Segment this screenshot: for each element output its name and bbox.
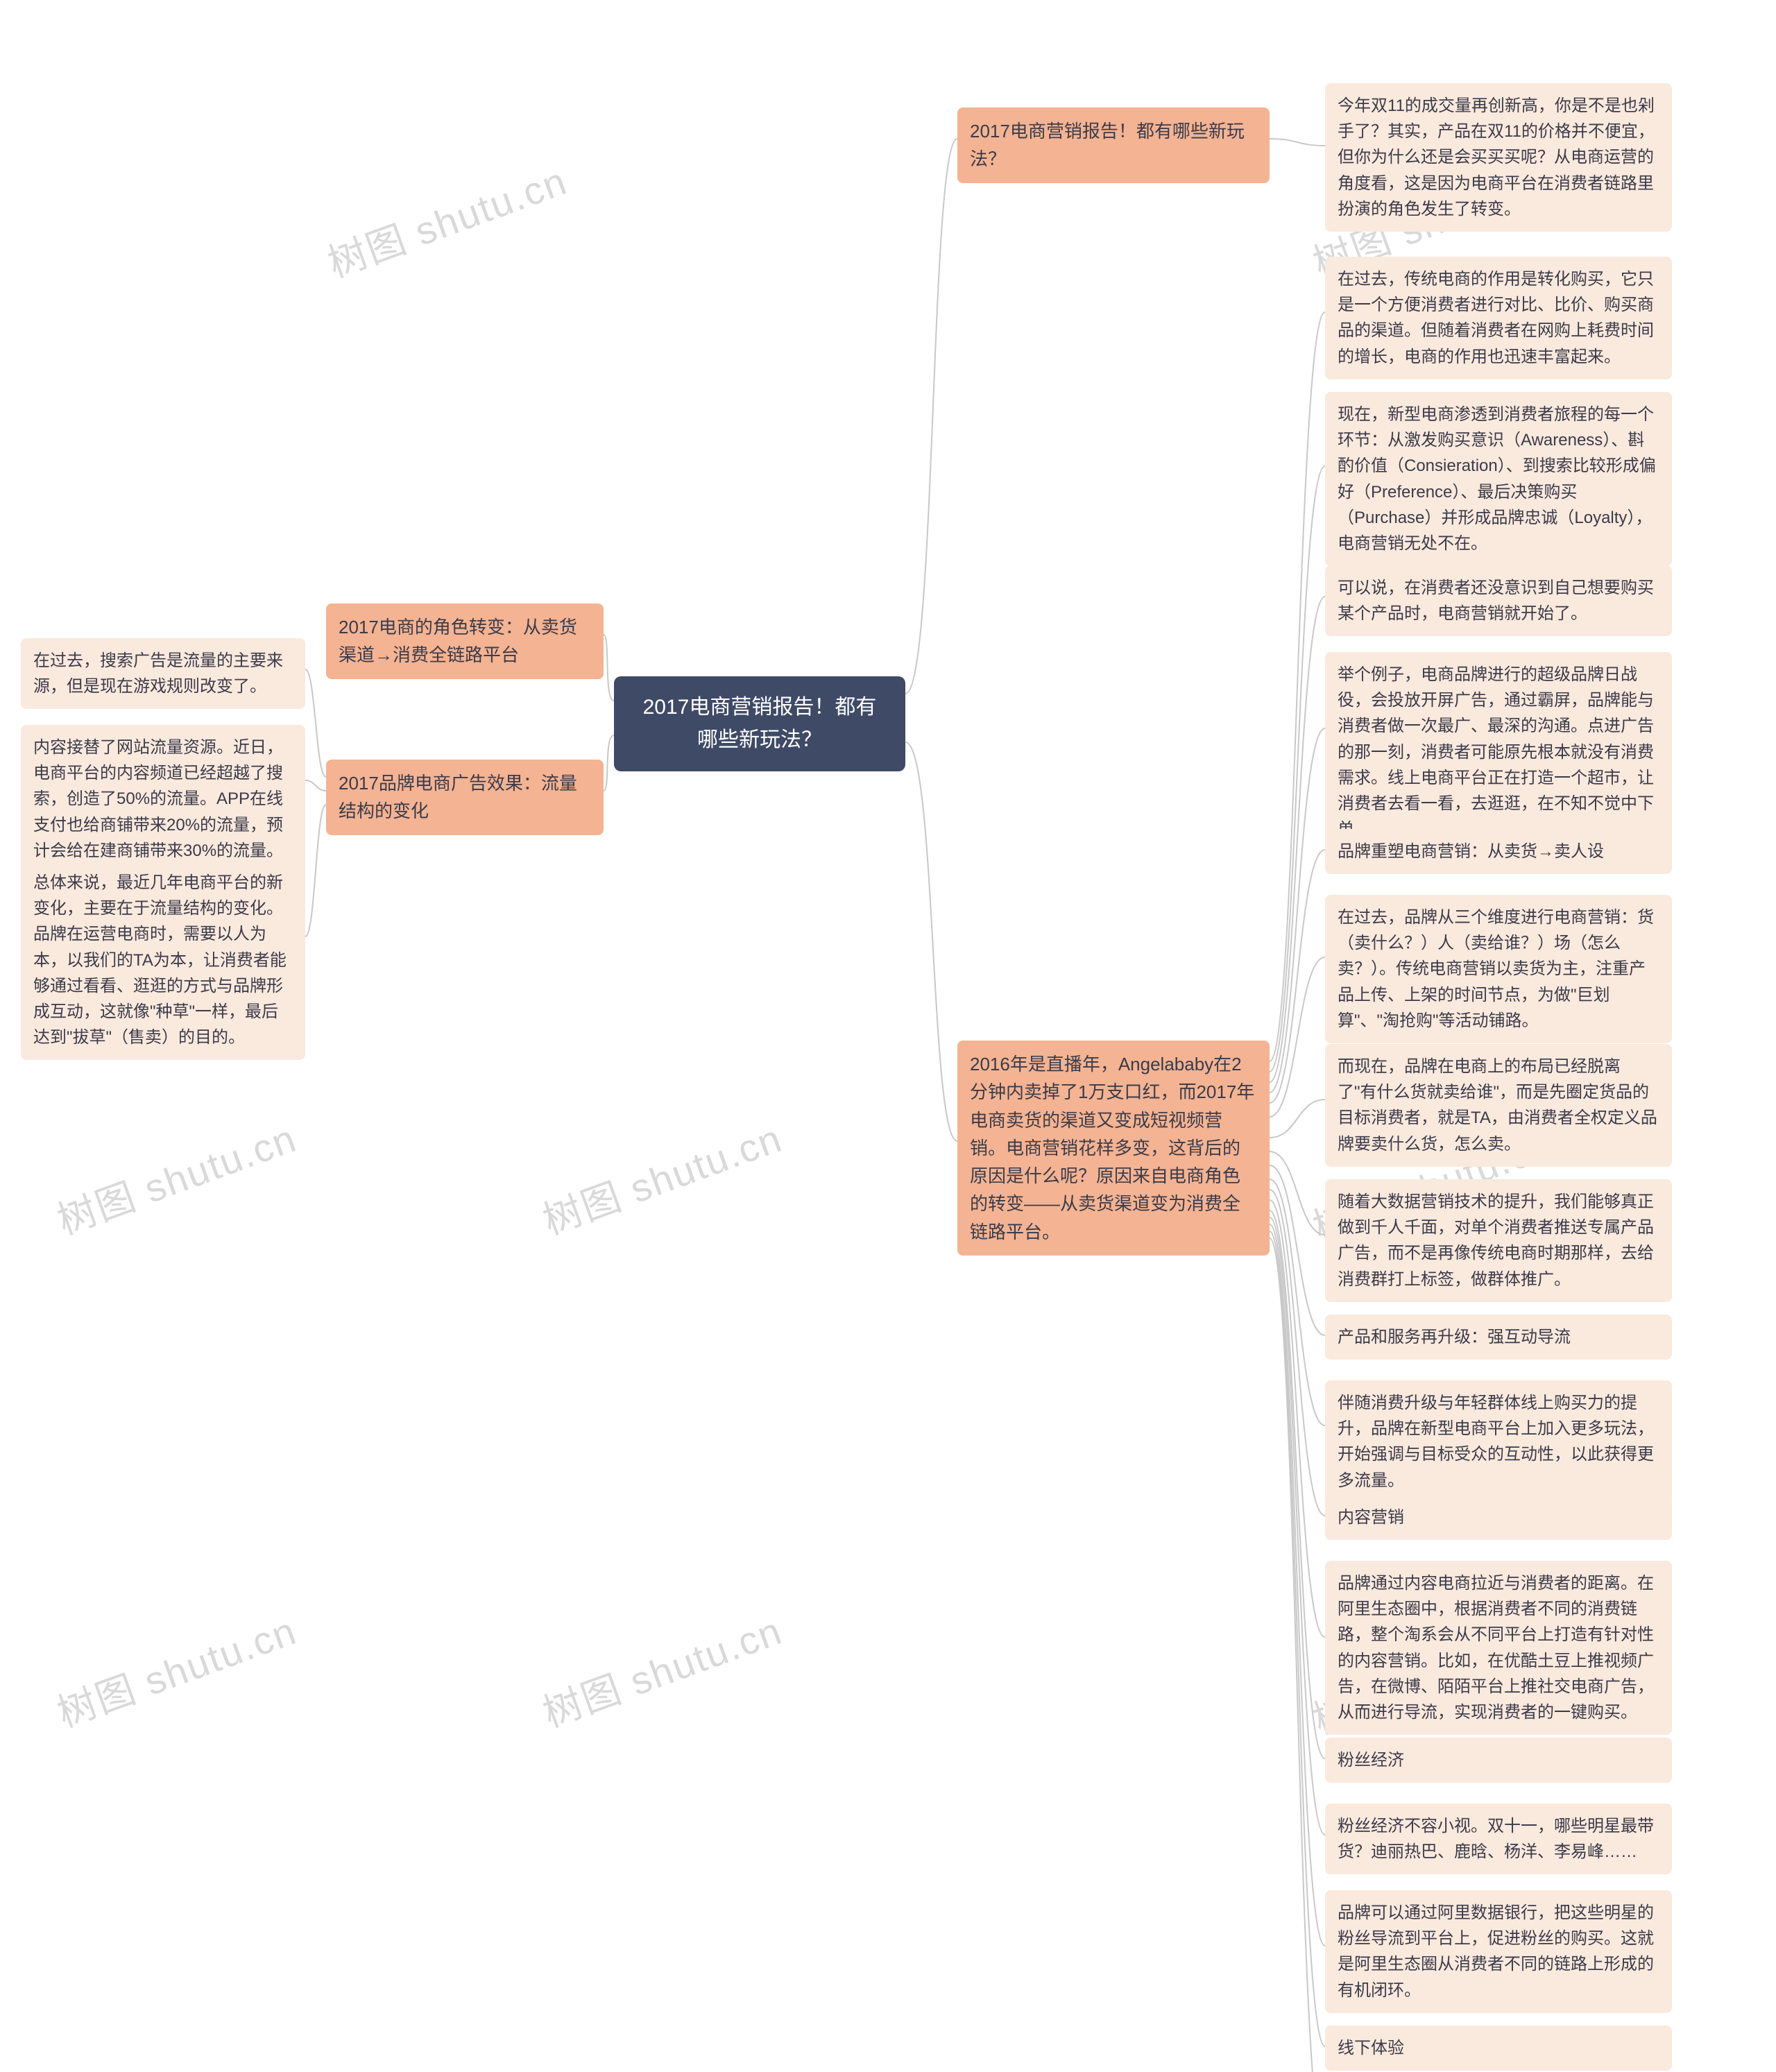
leaf-node[interactable]: 产品和服务再升级：强互动导流 (1325, 1315, 1672, 1360)
root-node[interactable]: 2017电商营销报告！都有哪些新玩法？ (614, 676, 905, 771)
branch-ad-effect[interactable]: 2017品牌电商广告效果：流量结构的变化 (326, 760, 604, 835)
leaf-node[interactable]: 粉丝经济 (1325, 1738, 1672, 1783)
leaf-node[interactable]: 伴随消费升级与年轻群体线上购买力的提升，品牌在新型电商平台上加入更多玩法，开始强… (1325, 1380, 1672, 1503)
leaf-node[interactable]: 举个例子，电商品牌进行的超级品牌日战役，会投放开屏广告，通过霸屏，品牌能与消费者… (1325, 652, 1672, 852)
leaf-node[interactable]: 今年双11的成交量再创新高，你是不是也剁手了？其实，产品在双11的价格并不便宜，… (1325, 83, 1672, 232)
leaf-node[interactable]: 可以说，在消费者还没意识到自己想要购买某个产品时，电商营销就开始了。 (1325, 565, 1672, 636)
watermark: 树图 shutu.cn (49, 1107, 303, 1246)
branch-role-change[interactable]: 2017电商的角色转变：从卖货渠道→消费全链路平台 (326, 603, 604, 679)
leaf-node[interactable]: 在过去，品牌从三个维度进行电商营销：货（卖什么？）人（卖给谁？）场（怎么卖？）。… (1325, 895, 1672, 1043)
leaf-node[interactable]: 线下体验 (1325, 2026, 1672, 2071)
leaf-node[interactable]: 品牌可以通过阿里数据银行，把这些明星的粉丝导流到平台上，促进粉丝的购买。这就是阿… (1325, 1890, 1672, 2013)
leaf-node[interactable]: 品牌通过内容电商拉近与消费者的距离。在阿里生态圈中，根据消费者不同的消费链路，整… (1325, 1561, 1672, 1735)
watermark: 树图 shutu.cn (49, 1600, 303, 1738)
watermark: 树图 shutu.cn (319, 150, 574, 289)
leaf-node[interactable]: 在过去，传统电商的作用是转化购买，它只是一个方便消费者进行对比、比价、购买商品的… (1325, 257, 1672, 379)
leaf-node[interactable]: 总体来说，最近几年电商平台的新变化，主要在于流量结构的变化。品牌在运营电商时，需… (21, 860, 305, 1060)
leaf-node[interactable]: 随着大数据营销技术的提升，我们能够真正做到千人千面，对单个消费者推送专属产品广告… (1325, 1179, 1672, 1302)
branch-2016-live[interactable]: 2016年是直播年，Angelababy在2分钟内卖掉了1万支口红，而2017年… (957, 1041, 1270, 1256)
leaf-node[interactable]: 粉丝经济不容小视。双十一，哪些明星最带货？迪丽热巴、鹿晗、杨洋、李易峰…… (1325, 1804, 1672, 1874)
leaf-node[interactable]: 而现在，品牌在电商上的布局已经脱离了"有什么货就卖给谁"，而是先圈定货品的目标消… (1325, 1044, 1672, 1167)
watermark: 树图 shutu.cn (534, 1107, 789, 1246)
leaf-node[interactable]: 品牌重塑电商营销：从卖货→卖人设 (1325, 829, 1672, 874)
branch-2017-report[interactable]: 2017电商营销报告！都有哪些新玩法？ (957, 108, 1270, 183)
leaf-node[interactable]: 内容营销 (1325, 1495, 1672, 1540)
leaf-node[interactable]: 内容接替了网站流量资源。近日，电商平台的内容频道已经超越了搜索，创造了50%的流… (21, 725, 305, 873)
leaf-node[interactable]: 现在，新型电商渗透到消费者旅程的每一个环节：从激发购买意识（Awareness）… (1325, 392, 1672, 566)
mindmap-canvas: 树图 shutu.cn 树图 shutu.cn 树图 shutu.cn 树图 s… (0, 0, 1776, 2072)
watermark: 树图 shutu.cn (534, 1600, 789, 1738)
leaf-node[interactable]: 在过去，搜索广告是流量的主要来源，但是现在游戏规则改变了。 (21, 638, 305, 709)
